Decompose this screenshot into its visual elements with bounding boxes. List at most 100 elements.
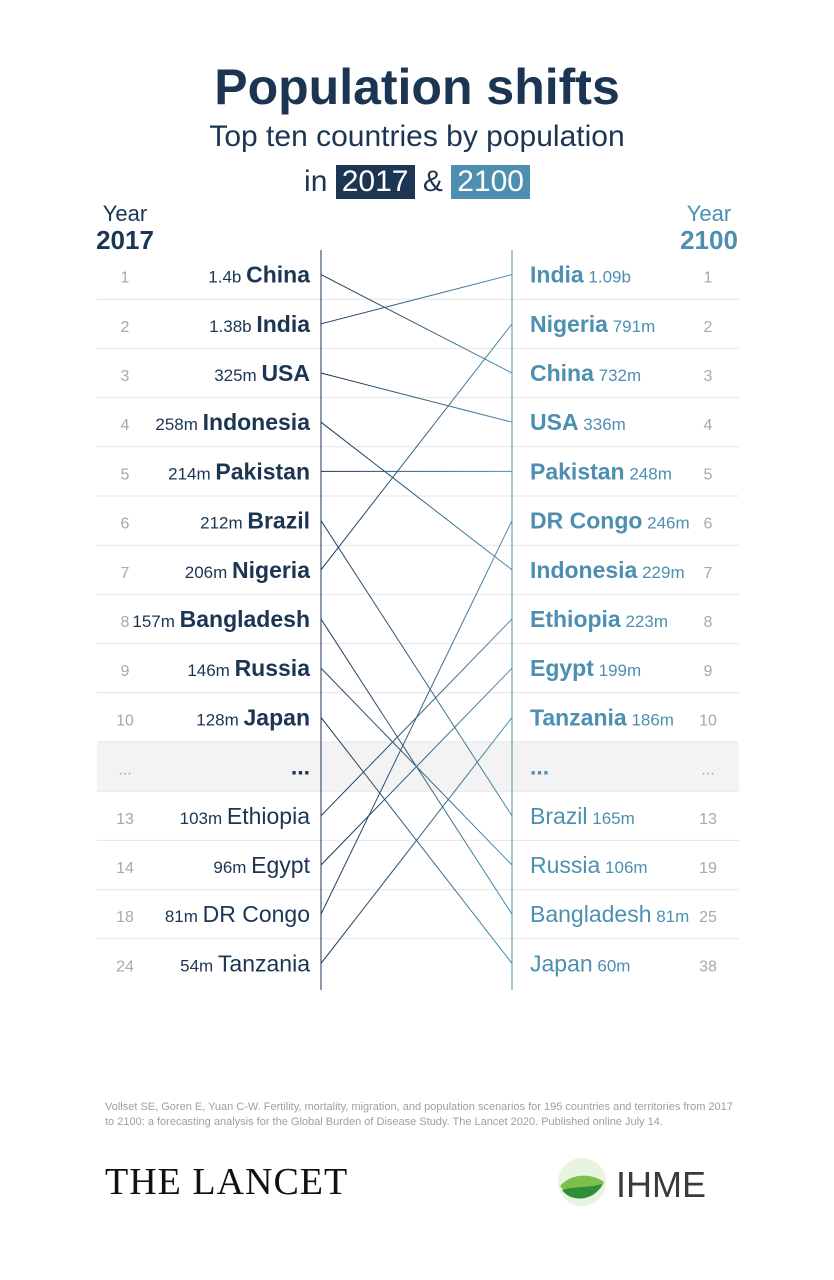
country-label-2017: 214m Pakistan	[168, 458, 310, 484]
country-label-2100: Indonesia 229m	[530, 557, 685, 583]
country-label-2017: ...	[291, 754, 310, 780]
country-label-2100: India 1.09b	[530, 262, 631, 288]
value-2100: 223m	[621, 612, 668, 631]
country-2017: USA	[261, 360, 310, 386]
value-2017: 128m	[196, 710, 243, 729]
value-2017: 1.38b	[209, 317, 256, 336]
country-2017: Bangladesh	[180, 606, 310, 632]
country-2017: Indonesia	[203, 409, 311, 435]
country-label-2100: USA 336m	[530, 409, 626, 435]
country-2100: Indonesia	[530, 557, 638, 583]
rank-2017: 2	[121, 319, 130, 336]
country-label-2017: 157m Bangladesh	[132, 606, 310, 632]
country-2017: Tanzania	[218, 950, 310, 976]
country-label-2100: China 732m	[530, 360, 641, 386]
rank-2017: 8	[121, 614, 130, 631]
right-year-label: Year	[686, 201, 732, 226]
value-2017: 206m	[185, 563, 232, 582]
value-2100: 246m	[642, 514, 689, 533]
rank-2100: 25	[699, 909, 717, 926]
rank-2100: 5	[704, 466, 713, 483]
ihme-logo-text: IHME	[616, 1164, 706, 1205]
rank-2100: 6	[704, 516, 713, 533]
country-2017: Pakistan	[215, 458, 310, 484]
country-2017: Ethiopia	[227, 803, 310, 829]
country-label-2100: Pakistan 248m	[530, 458, 672, 484]
connector-dr-congo	[320, 520, 513, 915]
country-label-2100: Egypt 199m	[530, 655, 641, 681]
value-2100: 186m	[627, 710, 674, 729]
ellipsis-band	[97, 742, 739, 792]
right-year-value: 2100	[680, 225, 738, 255]
country-label-2100: Ethiopia 223m	[530, 606, 668, 632]
country-2017: Russia	[235, 655, 311, 681]
lancet-logo: THE LANCET	[105, 1161, 349, 1203]
years-line: in 2017 & 2100	[0, 165, 834, 199]
citation: Vollset SE, Goren E, Yuan C-W. Fertility…	[105, 1101, 733, 1128]
country-2017: India	[256, 311, 310, 337]
country-label-2017: 212m Brazil	[200, 508, 310, 534]
country-label-2100: Nigeria 791m	[530, 311, 655, 337]
country-label-2100: ...	[530, 754, 549, 780]
country-2100: ...	[530, 754, 549, 780]
country-label-2017: 258m Indonesia	[155, 409, 310, 435]
country-2100: Ethiopia	[530, 606, 621, 632]
value-2017: 325m	[214, 366, 261, 385]
country-2100: Tanzania	[530, 704, 627, 730]
country-label-2017: 96m Egypt	[213, 852, 310, 878]
country-2100: Russia	[530, 852, 601, 878]
value-2100: 106m	[600, 858, 647, 877]
value-2017: 146m	[187, 661, 234, 680]
country-2017: Nigeria	[232, 557, 310, 583]
country-2017: Egypt	[251, 852, 310, 878]
chart-subtitle: Top ten countries by population	[209, 120, 625, 153]
value-2017: 214m	[168, 464, 215, 483]
country-label-2017: 54m Tanzania	[180, 950, 310, 976]
rank-2100: 19	[699, 860, 717, 877]
rank-2100: 4	[704, 417, 713, 434]
rank-2017: 18	[116, 909, 134, 926]
country-label-2100: Russia 106m	[530, 852, 648, 878]
rank-2100: 9	[704, 663, 713, 680]
years-line-amp: &	[422, 165, 443, 198]
connector-usa	[320, 372, 513, 423]
country-label-2017: 325m USA	[214, 360, 310, 386]
rank-2100: 13	[699, 811, 717, 828]
years-line-prefix: in	[304, 165, 328, 198]
rank-2017: 5	[121, 466, 130, 483]
chart-title: Population shifts	[214, 59, 620, 115]
country-2100: DR Congo	[530, 508, 642, 534]
rank-2100: 1	[704, 270, 713, 287]
country-2100: Brazil	[530, 803, 588, 829]
country-2100: Egypt	[530, 655, 594, 681]
connector-brazil	[320, 520, 513, 817]
rank-2100: 7	[704, 565, 713, 582]
value-2100: 248m	[625, 464, 672, 483]
value-2100: 165m	[588, 809, 635, 828]
rank-2100: ...	[701, 762, 714, 779]
value-2100: 229m	[637, 563, 684, 582]
rank-2100: 2	[704, 319, 713, 336]
value-2100: 791m	[608, 317, 655, 336]
value-2017: 96m	[213, 858, 251, 877]
value-2017: 103m	[180, 809, 227, 828]
value-2100: 60m	[593, 956, 631, 975]
rank-2017: 13	[116, 811, 134, 828]
country-label-2017: 1.38b India	[209, 311, 310, 337]
rank-2017: 24	[116, 958, 134, 975]
country-label-2017: 1.4b China	[208, 262, 310, 288]
country-2100: India	[530, 262, 584, 288]
value-2017: 157m	[132, 612, 179, 631]
slope-chart: 1 1.4b China 2 1.38b India 3 325m USA 4 258m In…	[97, 250, 739, 990]
country-label-2017: 146m Russia	[187, 655, 310, 681]
rank-2100: 3	[704, 368, 713, 385]
country-2017: DR Congo	[203, 901, 310, 927]
rank-2017: 9	[121, 663, 130, 680]
rank-2017: 3	[121, 368, 130, 385]
rank-2017: ...	[118, 762, 131, 779]
value-2100: 199m	[594, 661, 641, 680]
country-2017: Japan	[244, 704, 310, 730]
left-year-value: 2017	[96, 225, 154, 255]
value-2100: 732m	[594, 366, 641, 385]
rank-2017: 1	[121, 270, 130, 287]
